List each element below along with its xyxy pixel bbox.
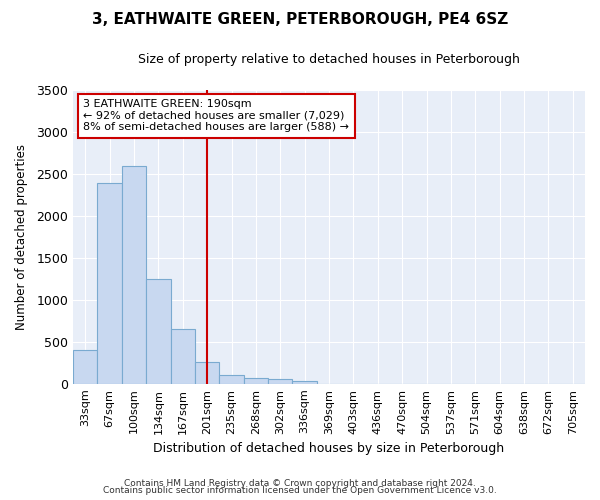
Bar	[122, 166, 146, 384]
Bar	[195, 362, 220, 384]
Bar	[170, 330, 195, 384]
Bar	[220, 376, 244, 384]
Bar	[97, 182, 122, 384]
Bar	[146, 279, 170, 384]
Text: Contains public sector information licensed under the Open Government Licence v3: Contains public sector information licen…	[103, 486, 497, 495]
Title: Size of property relative to detached houses in Peterborough: Size of property relative to detached ho…	[138, 52, 520, 66]
Bar	[268, 379, 292, 384]
Bar	[292, 382, 317, 384]
Bar	[244, 378, 268, 384]
Y-axis label: Number of detached properties: Number of detached properties	[15, 144, 28, 330]
X-axis label: Distribution of detached houses by size in Peterborough: Distribution of detached houses by size …	[154, 442, 505, 455]
Text: 3 EATHWAITE GREEN: 190sqm
← 92% of detached houses are smaller (7,029)
8% of sem: 3 EATHWAITE GREEN: 190sqm ← 92% of detac…	[83, 99, 349, 132]
Bar	[73, 350, 97, 384]
Text: 3, EATHWAITE GREEN, PETERBOROUGH, PE4 6SZ: 3, EATHWAITE GREEN, PETERBOROUGH, PE4 6S…	[92, 12, 508, 28]
Text: Contains HM Land Registry data © Crown copyright and database right 2024.: Contains HM Land Registry data © Crown c…	[124, 478, 476, 488]
